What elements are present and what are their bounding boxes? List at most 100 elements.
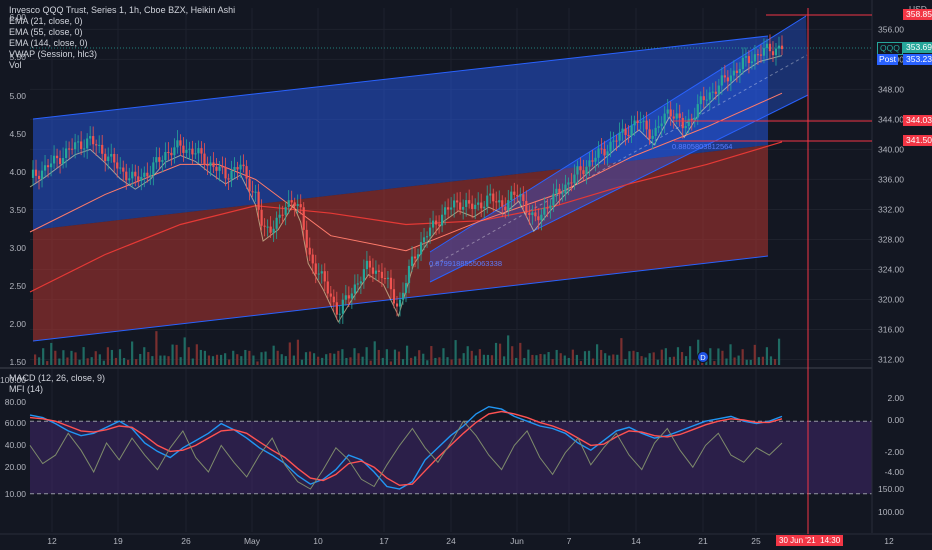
candle-body <box>383 278 387 280</box>
candle-body <box>215 166 218 171</box>
candle-body <box>741 57 744 70</box>
ema-144-label[interactable]: EMA (144, close, 0) <box>9 38 88 48</box>
candle-body <box>723 75 726 78</box>
volume-bar <box>288 342 291 365</box>
x-tick-label: May <box>244 536 261 546</box>
volume-bar <box>34 354 37 365</box>
candle-body <box>164 151 167 161</box>
volume-bar <box>373 341 376 365</box>
volume-bar <box>329 353 332 365</box>
candle-body <box>359 281 362 284</box>
candle-body <box>437 224 441 226</box>
candle-body <box>305 229 308 248</box>
candle-body <box>227 178 230 180</box>
vwap-label[interactable]: VWAP (Session, hlc3) <box>9 49 98 59</box>
volume-bar <box>272 345 275 365</box>
event-badge[interactable]: D <box>697 351 709 363</box>
volume-bar <box>122 357 126 365</box>
volume-bar <box>422 353 425 365</box>
candle-body <box>552 193 555 206</box>
volume-bar <box>693 360 696 365</box>
volume-bar <box>749 359 752 365</box>
candle-body <box>645 120 648 130</box>
candle-body <box>636 120 639 123</box>
volume-bar <box>648 353 651 365</box>
volume-bar <box>389 361 393 365</box>
macd-label[interactable]: MACD (12, 26, close, 9) <box>9 373 106 383</box>
candle-body <box>711 91 714 93</box>
candle-body <box>771 51 775 56</box>
candle-body <box>350 293 353 299</box>
volume-bar <box>555 349 558 365</box>
right-tick-label: 344.00 <box>878 114 904 124</box>
ema-55-label[interactable]: EMA (55, close, 0) <box>9 27 83 37</box>
short-channel-fill <box>430 16 808 282</box>
candle-body <box>615 140 618 142</box>
osc-left-tick-label: 100.00 <box>0 375 26 385</box>
right-tick-label: 324.00 <box>878 264 904 274</box>
volume-bar <box>575 354 578 365</box>
candle-body <box>203 153 206 165</box>
candle-body <box>170 152 173 156</box>
candle-body <box>323 271 326 282</box>
candle-body <box>302 207 305 230</box>
candle-body <box>410 256 414 266</box>
volume-bar <box>523 357 526 365</box>
osc-right-tag: 100.00 <box>878 507 904 517</box>
candle-body <box>489 193 492 196</box>
ema-21-label[interactable]: EMA (21, close, 0) <box>9 16 83 26</box>
volume-bar <box>466 346 469 365</box>
volume-bar <box>636 352 639 365</box>
candle-body <box>621 128 624 133</box>
candle-body <box>317 273 320 275</box>
volume-bar <box>252 355 255 365</box>
candle-body <box>374 270 378 274</box>
volume-bar <box>454 340 457 365</box>
volume-bar <box>228 359 231 365</box>
volume-bar <box>248 350 251 365</box>
candle-body <box>49 163 53 168</box>
candle-body <box>639 121 642 123</box>
volume-bar <box>321 357 324 365</box>
candle-body <box>720 75 723 86</box>
candle-body <box>648 129 651 139</box>
candle-body <box>64 148 68 159</box>
candle-body <box>600 148 603 150</box>
volume-bar <box>571 349 574 365</box>
candle-body <box>540 214 543 221</box>
volume-bar <box>765 347 769 365</box>
candle-body <box>609 141 612 152</box>
candle-body <box>480 202 483 209</box>
volume-bar <box>300 359 304 365</box>
volume-bar <box>256 361 259 365</box>
osc-left-tick-label: 60.00 <box>5 418 27 428</box>
candle-body <box>777 45 781 49</box>
candle-body <box>633 120 636 126</box>
candle-body <box>654 127 657 136</box>
symbol-title[interactable]: Invesco QQQ Trust, Series 1, 1h, Cboe BZ… <box>9 5 236 15</box>
lower-channel-label: 0.8799188555063338 <box>429 259 502 268</box>
candle-body <box>236 167 239 170</box>
candle-body <box>765 43 769 49</box>
volume-bar <box>579 361 583 365</box>
candle-body <box>416 254 420 259</box>
volume-bar <box>503 356 506 365</box>
candle-body <box>453 200 456 208</box>
volume-label[interactable]: Vol <box>9 60 22 70</box>
candle-body <box>368 260 372 268</box>
volume-bar <box>450 359 453 365</box>
volume-bar <box>405 345 409 365</box>
candle-body <box>37 175 41 179</box>
candle-body <box>642 120 645 122</box>
volume-bar <box>280 354 283 365</box>
volume-bar <box>353 348 356 365</box>
candle-body <box>281 214 284 216</box>
short-channel-mid <box>429 54 808 268</box>
volume-bar <box>753 344 756 365</box>
candle-body <box>221 166 224 168</box>
candle-body <box>558 188 561 195</box>
mfi-label[interactable]: MFI (14) <box>9 384 44 394</box>
candle-body <box>483 206 486 209</box>
candle-body <box>188 148 191 150</box>
